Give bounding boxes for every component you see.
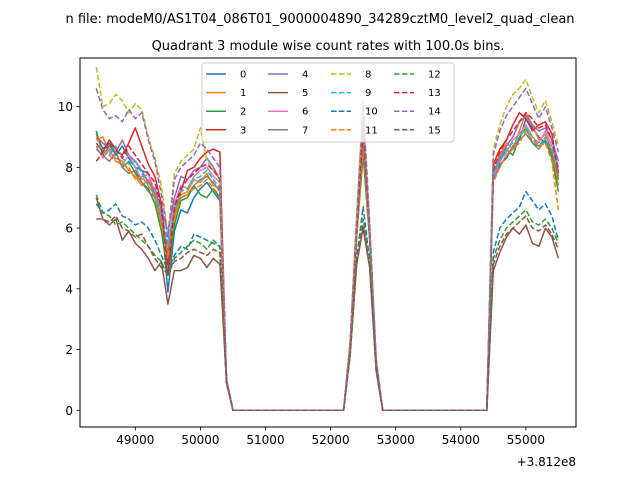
y-tick-label: 8	[65, 161, 73, 175]
legend-label-14: 14	[428, 107, 441, 118]
y-tick-label: 2	[65, 343, 73, 357]
legend-label-12: 12	[428, 70, 441, 81]
series-line-15	[96, 215, 560, 412]
legend-label-2: 2	[240, 107, 246, 118]
legend-label-8: 8	[365, 70, 371, 81]
y-tick-label: 0	[65, 404, 73, 418]
x-tick-label: 51000	[246, 433, 284, 447]
legend-label-7: 7	[302, 125, 308, 136]
x-tick-label: 52000	[312, 433, 350, 447]
legend-label-3: 3	[240, 125, 246, 136]
legend-frame	[201, 62, 455, 143]
x-tick-label: 54000	[442, 433, 480, 447]
x-tick-label: 55000	[507, 433, 545, 447]
y-tick-label: 4	[65, 282, 73, 296]
legend-label-13: 13	[428, 88, 441, 99]
legend-label-9: 9	[365, 88, 371, 99]
legend-label-1: 1	[240, 88, 246, 99]
legend-label-4: 4	[302, 70, 308, 81]
y-tick-label: 10	[58, 100, 73, 114]
x-axis-ticks: 49000 50000 51000 52000 53000 54000 55000	[116, 427, 545, 447]
x-tick-label: 49000	[116, 433, 154, 447]
legend-label-10: 10	[365, 107, 378, 118]
legend-label-11: 11	[365, 125, 378, 136]
legend-label-0: 0	[240, 70, 246, 81]
legend-label-5: 5	[302, 88, 308, 99]
figure-suptitle: n file: modeM0/AS1T04_086T01_9000004890_…	[65, 12, 574, 27]
x-tick-label: 50000	[181, 433, 219, 447]
y-tick-label: 6	[65, 222, 73, 236]
series-layer	[95, 66, 560, 412]
axes-frame	[79, 57, 577, 428]
chart-title: Quadrant 3 module wise count rates with …	[152, 39, 505, 54]
legend-label-6: 6	[302, 107, 308, 118]
x-tick-label: 53000	[377, 433, 415, 447]
y-axis-ticks: 0 2 4 6 8 10	[58, 100, 80, 418]
legend-label-15: 15	[428, 125, 441, 136]
x-offset-label: +3.812e8	[517, 455, 576, 469]
